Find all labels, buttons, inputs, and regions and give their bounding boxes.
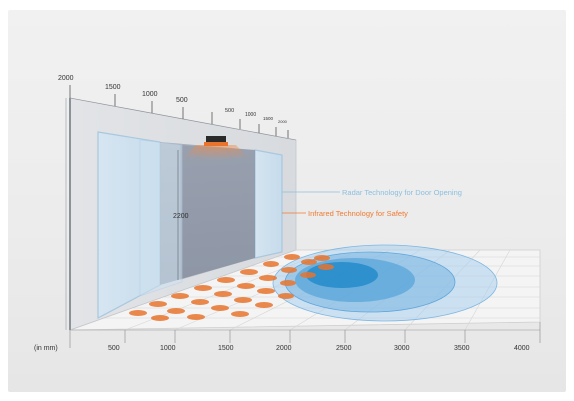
bottom-scale-label: 2000: [276, 345, 292, 352]
bottom-scale-label: 3500: [454, 345, 470, 352]
bottom-scale-label: 2500: [336, 345, 352, 352]
door-height-label: 2200: [173, 213, 189, 220]
door-height-marker: 2200: [173, 150, 189, 280]
bottom-scale-label: 500: [108, 345, 120, 352]
top-scale-left-label: 1500: [105, 84, 121, 91]
legend-radar-label: Radar Technology for Door Opening: [342, 188, 462, 197]
top-scale-right-label: 1000: [245, 112, 256, 118]
top-scale: 2000 1500 1000 500 500 1000 1500 2000: [58, 75, 297, 141]
top-scale-left-label: 2000: [58, 75, 74, 82]
bottom-scale-label: 1500: [218, 345, 234, 352]
top-scale-left-label: 1000: [142, 91, 158, 98]
bottom-scale: [69, 322, 541, 348]
door-sensor-icon: [182, 136, 250, 160]
top-scale-right-label: 2000: [278, 119, 288, 124]
unit-label: (in mm): [34, 345, 58, 352]
legend-infrared-label: Infrared Technology for Safety: [308, 209, 408, 218]
legend-leaders: [282, 191, 340, 214]
bottom-scale-labels: 500 1000 1500 2000 2500 3000 3500 4000: [108, 345, 530, 352]
bottom-scale-label: 4000: [514, 345, 530, 352]
top-scale-right-label: 1500: [263, 116, 274, 121]
infrared-safety-spots: [129, 254, 334, 321]
top-scale-right-label: 500: [225, 108, 234, 114]
bottom-scale-label: 1000: [160, 345, 176, 352]
top-scale-left-label: 500: [176, 97, 188, 104]
bottom-scale-label: 3000: [394, 345, 410, 352]
radar-detection-field: [272, 244, 498, 322]
